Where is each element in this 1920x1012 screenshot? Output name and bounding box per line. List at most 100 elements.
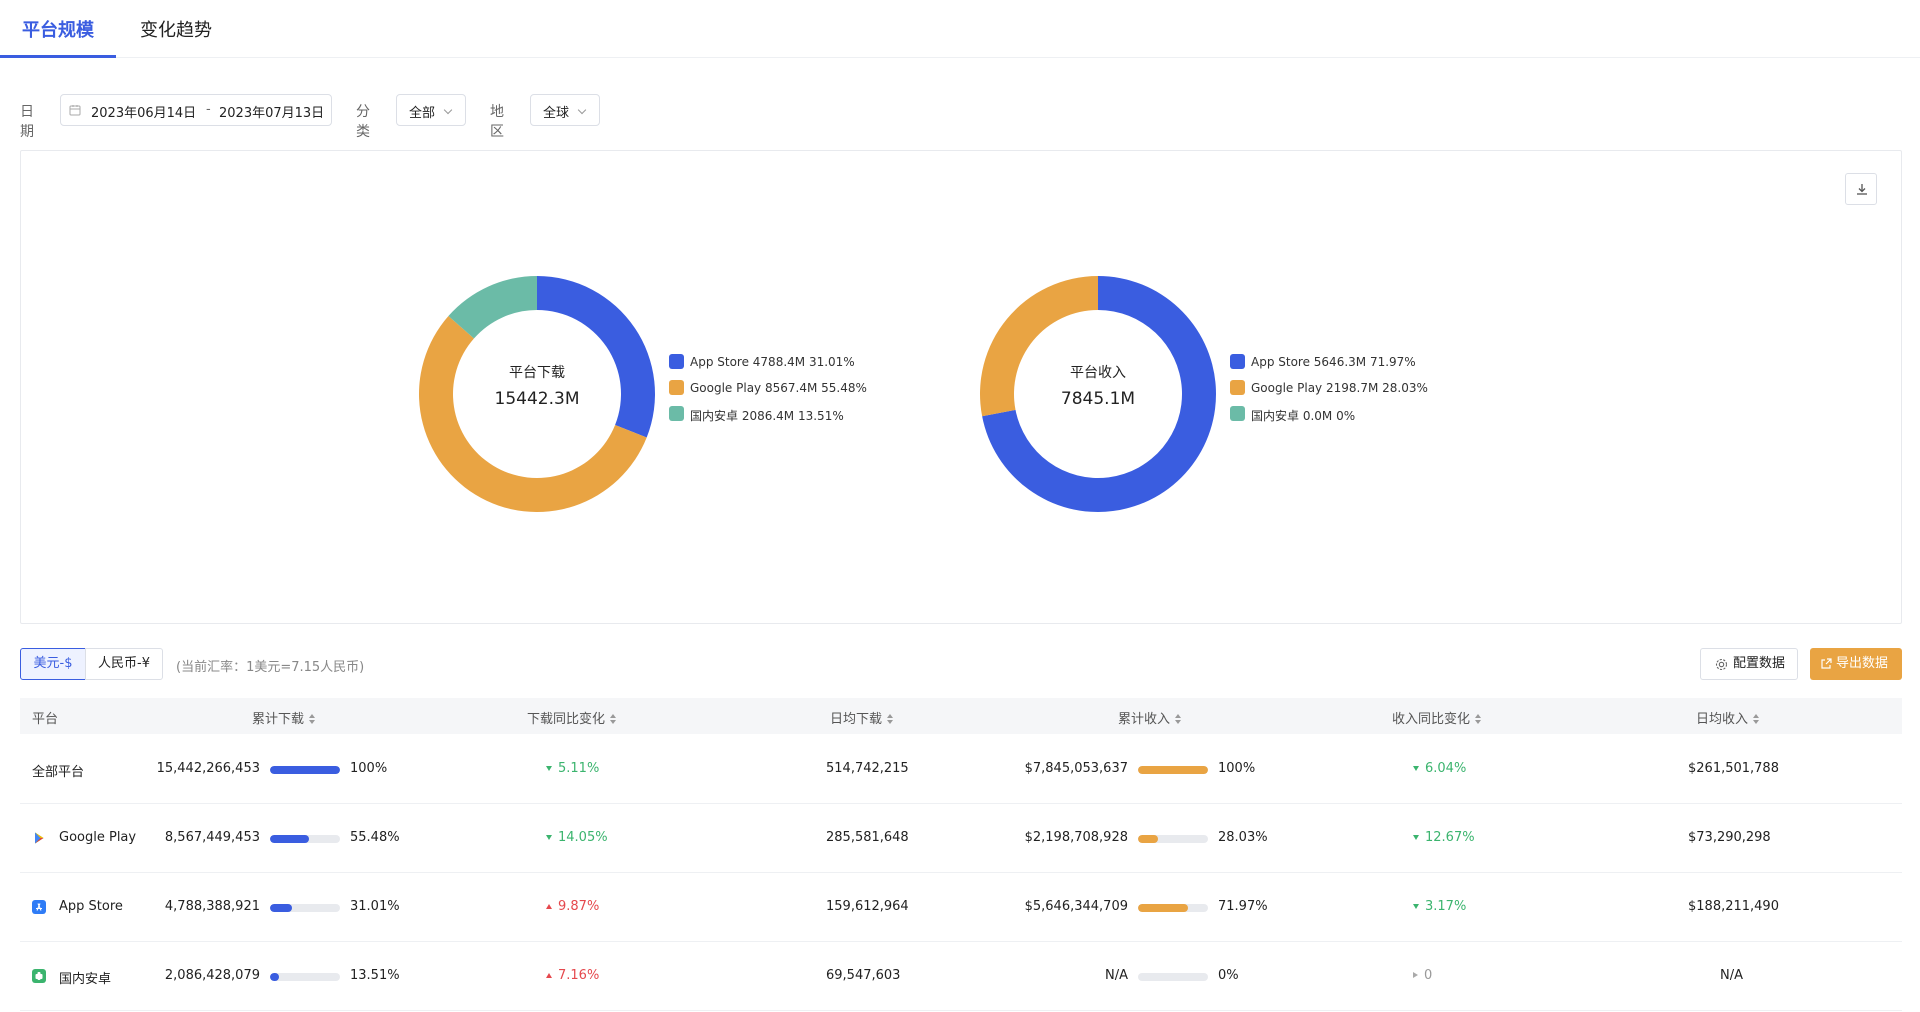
downloads-share-percent: 100% bbox=[350, 761, 388, 776]
tab-platform-scale[interactable]: 平台规模 bbox=[22, 20, 94, 41]
col-downloads-label: 累计下载 bbox=[252, 712, 305, 727]
downloads-donut-total: 15442.3M bbox=[494, 389, 580, 409]
col-downloads[interactable]: 累计下载 bbox=[252, 708, 316, 727]
col-rev-change-label: 收入同比变化 bbox=[1392, 712, 1471, 727]
revenue-share-percent: 100% bbox=[1218, 761, 1256, 776]
legend-swatch bbox=[1230, 354, 1245, 369]
downloads-slice-app-store[interactable] bbox=[537, 276, 655, 438]
downloads-slice-google-play[interactable] bbox=[419, 316, 647, 512]
download-button[interactable] bbox=[1845, 173, 1877, 205]
downloads-share-percent: 31.01% bbox=[350, 899, 400, 914]
revenue-yoy-change-value: 3.17% bbox=[1425, 899, 1467, 914]
revenue-share-bar bbox=[1138, 904, 1208, 912]
daily-downloads: 159,612,964 bbox=[826, 899, 909, 914]
legend-swatch bbox=[669, 354, 684, 369]
col-dl-change[interactable]: 下载同比变化 bbox=[527, 708, 617, 727]
calendar-icon bbox=[69, 105, 81, 116]
currency-cny-button[interactable]: 人民币-¥ bbox=[85, 648, 163, 680]
platform-name: 国内安卓 bbox=[59, 972, 112, 987]
legend-label: 国内安卓 2086.4M 13.51% bbox=[690, 409, 844, 423]
tab-trend[interactable]: 变化趋势 bbox=[140, 20, 212, 41]
downloads-share-percent: 55.48% bbox=[350, 830, 400, 845]
category-select[interactable]: 全部 bbox=[396, 94, 466, 126]
arrow-down-icon bbox=[546, 766, 552, 771]
downloads-donut-title: 平台下载 bbox=[509, 365, 565, 381]
cumulative-downloads: 2,086,428,079 bbox=[164, 968, 260, 983]
category-value: 全部 bbox=[409, 106, 436, 121]
export-data-button[interactable]: 导出数据 bbox=[1810, 648, 1902, 680]
date-range-picker[interactable]: 2023年06月14日 - 2023年07月13日 bbox=[60, 94, 332, 126]
downloads-share-fill bbox=[270, 835, 309, 843]
date-start[interactable]: 2023年06月14日 bbox=[91, 106, 197, 121]
revenue-yoy-change-value: 0 bbox=[1424, 968, 1433, 983]
daily-downloads: 285,581,648 bbox=[826, 830, 909, 845]
currency-usd-button[interactable]: 美元-$ bbox=[20, 648, 86, 680]
col-daily-rev[interactable]: 日均收入 bbox=[1696, 708, 1760, 727]
daily-revenue: $188,211,490 bbox=[1688, 899, 1779, 914]
category-label: 分类 bbox=[356, 104, 370, 140]
sort-icon[interactable] bbox=[887, 714, 894, 724]
arrow-up-icon bbox=[546, 904, 552, 909]
legend-swatch bbox=[669, 380, 684, 395]
revenue-share-percent: 71.97% bbox=[1218, 899, 1268, 914]
arrow-down-icon bbox=[1413, 904, 1419, 909]
table-row[interactable]: App Store 4,788,388,921 31.01% 9.87% 159,612… bbox=[20, 873, 1902, 942]
col-rev-change[interactable]: 收入同比变化 bbox=[1392, 708, 1482, 727]
revenue-share-bar bbox=[1138, 766, 1208, 774]
date-separator: - bbox=[206, 102, 211, 117]
col-revenue-label: 累计收入 bbox=[1118, 712, 1171, 727]
sort-icon[interactable] bbox=[610, 714, 617, 724]
downloads-slice-国内安卓[interactable] bbox=[448, 276, 537, 339]
col-revenue[interactable]: 累计收入 bbox=[1118, 708, 1182, 727]
cumulative-downloads: 8,567,449,453 bbox=[164, 830, 260, 845]
table-row[interactable]: Google Play 8,567,449,453 55.48% 14.05% 285,… bbox=[20, 804, 1902, 873]
chevron-down-icon bbox=[577, 105, 587, 115]
downloads-yoy-change-value: 7.16% bbox=[558, 968, 600, 983]
revenue-slice-google-play[interactable] bbox=[980, 276, 1098, 417]
revenue-share-bar bbox=[1138, 835, 1208, 843]
table-row[interactable]: 国内安卓 2,086,428,079 13.51% 7.16% 69,547,603 N/… bbox=[20, 942, 1902, 1011]
date-end[interactable]: 2023年07月13日 bbox=[219, 106, 325, 121]
cumulative-revenue: $7,845,053,637 bbox=[1024, 761, 1128, 776]
col-dl-change-label: 下载同比变化 bbox=[527, 712, 606, 727]
col-daily-rev-label: 日均收入 bbox=[1696, 712, 1749, 727]
downloads-yoy-change: 14.05% bbox=[546, 830, 608, 845]
config-data-button[interactable]: 配置数据 bbox=[1700, 648, 1798, 680]
legend-label: App Store 4788.4M 31.01% bbox=[690, 355, 855, 369]
domestic-android-icon bbox=[32, 969, 46, 983]
sort-icon[interactable] bbox=[1475, 714, 1482, 724]
sort-icon[interactable] bbox=[1753, 714, 1760, 724]
daily-downloads: 69,547,603 bbox=[826, 968, 901, 983]
table-row[interactable]: 全部平台 15,442,266,453 100% 5.11% 514,742,215 $7… bbox=[20, 735, 1902, 804]
downloads-yoy-change-value: 14.05% bbox=[558, 830, 608, 845]
daily-revenue: $73,290,298 bbox=[1688, 830, 1771, 845]
tab-bar: 平台规模 变化趋势 bbox=[0, 0, 1920, 58]
daily-downloads: 514,742,215 bbox=[826, 761, 909, 776]
region-select[interactable]: 全球 bbox=[530, 94, 600, 126]
sort-icon[interactable] bbox=[309, 714, 316, 724]
table-header: 平台 累计下载 下载同比变化 日均下载 累计收入 收入同比变化 日均收入 bbox=[20, 698, 1902, 734]
arrow-down-icon bbox=[1413, 835, 1419, 840]
revenue-yoy-change-value: 12.67% bbox=[1425, 830, 1475, 845]
sort-icon[interactable] bbox=[1175, 714, 1182, 724]
legend-swatch bbox=[1230, 406, 1245, 421]
export-icon bbox=[1821, 658, 1832, 669]
arrow-right-icon bbox=[1413, 972, 1418, 978]
col-daily-dl[interactable]: 日均下载 bbox=[830, 708, 894, 727]
downloads-share-bar bbox=[270, 973, 340, 981]
arrow-down-icon bbox=[1413, 766, 1419, 771]
cumulative-revenue: $5,646,344,709 bbox=[1024, 899, 1128, 914]
revenue-donut-title: 平台收入 bbox=[1070, 365, 1126, 381]
chevron-down-icon bbox=[443, 105, 453, 115]
revenue-yoy-change: 6.04% bbox=[1413, 761, 1466, 776]
daily-revenue: $261,501,788 bbox=[1688, 761, 1779, 776]
revenue-yoy-change: 12.67% bbox=[1413, 830, 1475, 845]
revenue-donut-chart bbox=[980, 276, 1216, 512]
region-value: 全球 bbox=[543, 106, 570, 121]
col-daily-dl-label: 日均下载 bbox=[830, 712, 883, 727]
revenue-yoy-change: 3.17% bbox=[1413, 899, 1466, 914]
downloads-donut-chart bbox=[419, 276, 655, 512]
arrow-up-icon bbox=[546, 973, 552, 978]
col-platform: 平台 bbox=[32, 712, 59, 727]
chart-panel: 平台下载 15442.3M App Store 4788.4M 31.01% Go… bbox=[20, 150, 1902, 624]
